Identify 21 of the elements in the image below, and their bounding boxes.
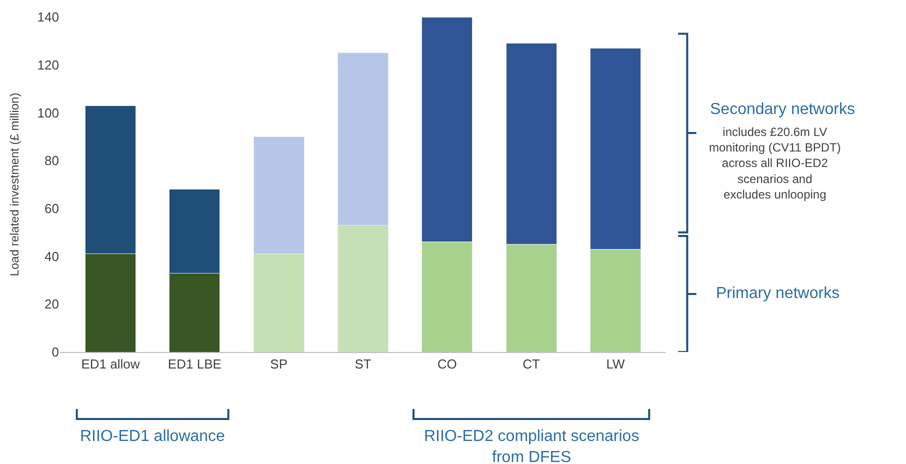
y-axis-title: Load related investment (£ million)	[8, 92, 22, 276]
y-tick-label: 40	[44, 248, 59, 264]
y-tick-label: 60	[44, 200, 59, 216]
x-tick-label: LW	[606, 356, 626, 372]
y-tick-label: 140	[37, 10, 59, 25]
text: Primary networks	[716, 285, 840, 302]
y-tick-label: 20	[44, 296, 59, 312]
y-tick-label: 100	[37, 105, 59, 120]
x-tick-label: ED1 LBE	[168, 356, 222, 372]
x-tick-label: ED1 allow	[81, 356, 140, 372]
x-tick-label: CO	[437, 356, 457, 372]
x-tick-label: ST	[354, 356, 372, 372]
y-tick-label: 80	[44, 153, 59, 168]
x-tick-label: SP	[270, 356, 288, 372]
text: Secondary networks	[710, 101, 855, 118]
text: RIIO-ED2 compliant scenarios from DFES	[424, 428, 640, 464]
y-tick-label: 120	[37, 57, 59, 72]
y-tick-label: 0	[52, 344, 59, 360]
text: RIIO-ED1 allowance	[80, 428, 226, 445]
text: includes £20.6m LV monitoring (CV11 BPDT) across all RIIO-ED2 scenarios and excludes unlooping	[709, 125, 841, 202]
x-tick-label: CT	[522, 356, 540, 372]
